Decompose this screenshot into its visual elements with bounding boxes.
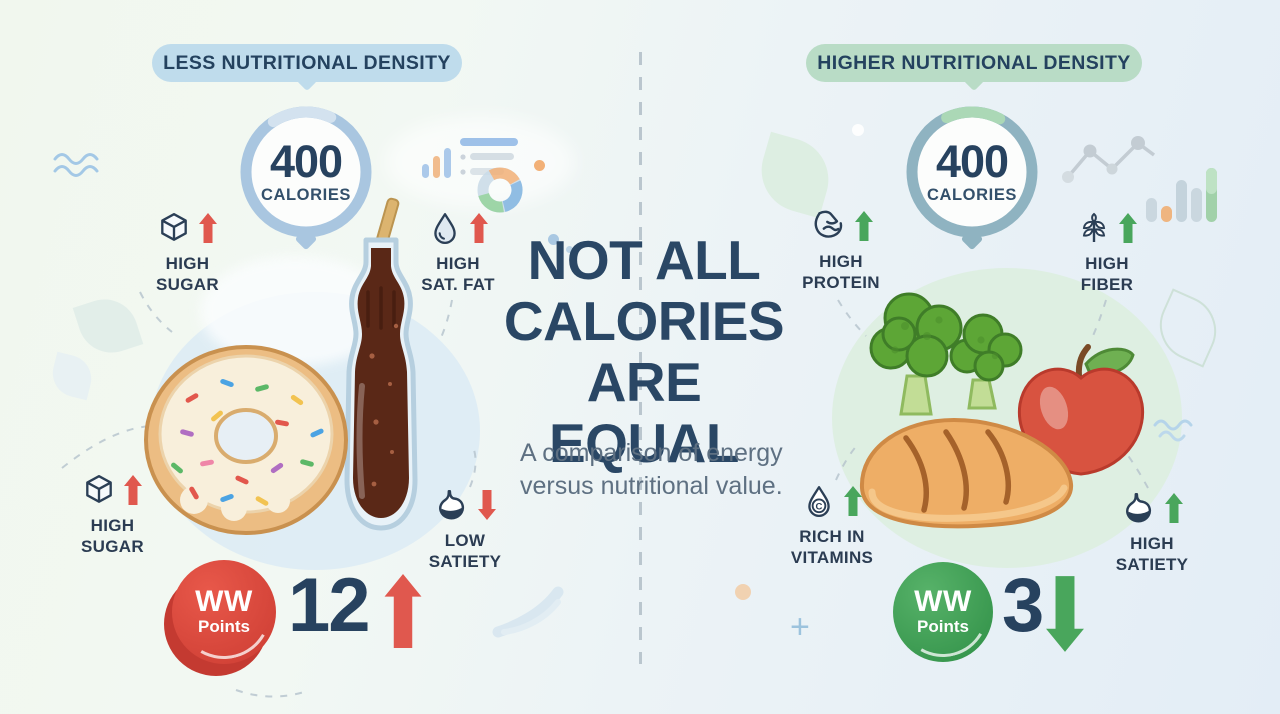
subtitle: A comparison of energy versus nutritiona… xyxy=(520,439,783,500)
fat-drop-icon xyxy=(433,213,456,245)
muscle-icon xyxy=(814,210,842,238)
metric-icon-row xyxy=(1077,210,1138,246)
points-value-left: 12 xyxy=(288,563,371,648)
dot-deco xyxy=(534,160,545,171)
left-badge-label: LESS NUTRITIONAL DENSITY xyxy=(163,51,451,74)
metric-label: HIGH SATIETY xyxy=(1115,534,1189,574)
metric-high-fiber: HIGH FIBER xyxy=(1048,210,1166,295)
ww-brand: WW xyxy=(195,585,253,618)
pie-chart-icon xyxy=(477,167,523,213)
ww-points-badge-right: WW Points xyxy=(893,562,993,662)
left-density-badge: LESS NUTRITIONAL DENSITY xyxy=(152,44,462,92)
metric-high-sugar-bottom: HIGH SUGAR xyxy=(55,472,170,557)
stomach-icon xyxy=(438,489,464,520)
right-calorie-circle: 400 CALORIES xyxy=(902,102,1042,251)
main-title: NOT ALL CALORIES ARE EQUAL xyxy=(503,229,785,474)
trend-up-icon xyxy=(1118,213,1137,243)
ww-points-label: Points xyxy=(917,617,969,636)
grilled-chicken-illustration xyxy=(859,417,1074,529)
right-density-badge: HIGHER NUTRITIONAL DENSITY xyxy=(806,44,1142,92)
metric-icon-row xyxy=(157,210,218,246)
squiggle-icon xyxy=(1153,419,1193,442)
metric-icon-row xyxy=(82,472,143,508)
cola-bottle-illustration xyxy=(344,197,418,531)
metric-icon-row xyxy=(434,487,497,523)
vitamin-drop-icon: C xyxy=(807,486,830,518)
metric-icon-row: C xyxy=(802,483,863,519)
wheat-icon xyxy=(1082,212,1105,242)
metric-high-protein: HIGH PROTEIN xyxy=(780,208,902,293)
points-trend-up-icon xyxy=(384,574,422,648)
metric-rich-in-vitamins: C RICH IN VITAMINS xyxy=(768,483,896,568)
sugar-cube-icon xyxy=(161,213,187,241)
metric-icon-row xyxy=(809,208,874,244)
donut-illustration xyxy=(144,345,348,535)
metric-low-satiety: LOW SATIETY xyxy=(405,487,525,572)
wavy-lines-icon xyxy=(53,153,99,177)
ww-brand: WW xyxy=(914,585,972,618)
metric-label: RICH IN VITAMINS xyxy=(790,527,874,567)
calorie-value: 400 xyxy=(269,135,343,187)
ww-points-label: Points xyxy=(198,617,250,636)
metric-icon-row xyxy=(428,210,489,246)
svg-text:C: C xyxy=(815,502,822,513)
right-badge-label: HIGHER NUTRITIONAL DENSITY xyxy=(817,51,1131,74)
calorie-unit: CALORIES xyxy=(926,185,1018,204)
dot-deco xyxy=(852,124,864,136)
left-calorie-circle: 400 CALORIES xyxy=(236,102,376,251)
mini-bar-chart-icon xyxy=(422,138,518,178)
trend-up-icon xyxy=(854,211,873,241)
metric-icon-row xyxy=(1121,490,1184,526)
metric-high-sat-fat: HIGH SAT. FAT xyxy=(398,210,518,295)
points-value-right: 3 xyxy=(1002,563,1044,648)
trend-up-icon xyxy=(843,486,862,516)
points-trend-down-icon xyxy=(1046,576,1084,652)
trend-down-icon xyxy=(477,490,496,520)
metric-label: HIGH SUGAR xyxy=(81,516,144,556)
dot-deco xyxy=(566,246,573,253)
metric-label: HIGH FIBER xyxy=(1080,254,1134,294)
line-chart-icon xyxy=(1062,136,1156,183)
metric-label: HIGH SAT. FAT xyxy=(421,254,495,294)
trend-up-icon xyxy=(469,213,488,243)
metric-label: HIGH SUGAR xyxy=(156,254,219,294)
dot-deco xyxy=(548,234,559,245)
metric-high-sugar-top: HIGH SUGAR xyxy=(130,210,245,295)
feather-icon xyxy=(492,586,564,638)
stomach-icon xyxy=(1125,492,1151,523)
calorie-unit: CALORIES xyxy=(260,185,352,204)
dot-deco xyxy=(735,584,751,600)
metric-label: HIGH PROTEIN xyxy=(802,252,880,292)
sugar-cube-icon xyxy=(86,475,112,503)
trend-up-icon xyxy=(124,475,142,505)
metric-label: LOW SATIETY xyxy=(428,531,502,571)
bar-chart-icon xyxy=(1146,168,1217,222)
center-divider xyxy=(639,52,642,664)
apple-illustration xyxy=(1017,344,1145,476)
calorie-ring xyxy=(906,106,1038,238)
calorie-ring xyxy=(240,106,372,238)
metric-high-satiety: HIGH SATIETY xyxy=(1092,490,1212,575)
plus-icon: + xyxy=(790,608,810,646)
ww-points-badge-left: WW Points xyxy=(172,560,276,664)
trend-up-icon xyxy=(1164,493,1183,523)
broccoli-illustration xyxy=(869,292,1023,416)
trend-up-icon xyxy=(199,213,217,243)
calorie-value: 400 xyxy=(935,135,1009,187)
